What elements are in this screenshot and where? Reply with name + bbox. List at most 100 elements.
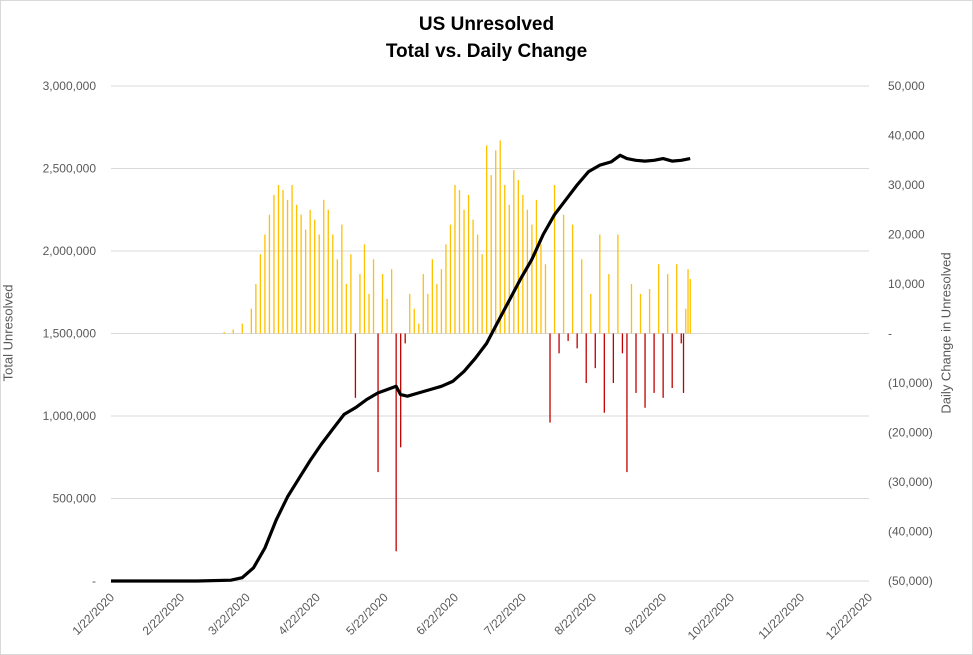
y-tick-label-right: 50,000 [888, 79, 925, 93]
bar [490, 175, 492, 334]
bar [486, 145, 488, 334]
bar [522, 194, 524, 334]
bar [657, 264, 660, 334]
bar [662, 333, 664, 398]
bar [440, 269, 443, 334]
bar [449, 224, 452, 334]
bar [676, 264, 678, 334]
bar [255, 284, 257, 334]
bar [517, 180, 519, 334]
y-tick-label-right: (50,000) [888, 574, 933, 588]
bar [495, 150, 497, 334]
y-tick-label-left: 500,000 [53, 492, 97, 506]
bar [472, 219, 474, 334]
x-tick-label: 11/22/2020 [756, 590, 808, 642]
bar [639, 293, 642, 334]
bar [413, 308, 415, 334]
bar [481, 254, 483, 334]
y-tick-label-right: 40,000 [888, 129, 925, 143]
bar [476, 234, 479, 334]
bar [264, 234, 266, 334]
bar [621, 333, 624, 354]
bar [682, 333, 685, 393]
bar [390, 269, 393, 334]
bar [336, 259, 338, 334]
bar [454, 185, 456, 334]
bar [309, 209, 311, 334]
y-tick-label-left: 3,000,000 [43, 79, 97, 93]
bar [341, 224, 343, 334]
bar [553, 185, 556, 334]
bar [345, 284, 348, 334]
bar [648, 288, 651, 334]
bar [332, 234, 334, 334]
bar [513, 170, 515, 334]
chart-subtitle: Total vs. Daily Change [385, 41, 588, 62]
bar [422, 274, 424, 334]
bar [223, 332, 225, 334]
bar [508, 204, 510, 334]
bar [395, 333, 397, 552]
chart-title: US Unresolved [418, 14, 555, 35]
bar [558, 333, 560, 354]
bar [359, 274, 361, 334]
bar [653, 333, 655, 393]
bar [617, 234, 619, 334]
bar [567, 333, 569, 341]
bar [323, 199, 325, 334]
bar [418, 323, 420, 334]
bar [458, 189, 461, 334]
x-tick-label: 4/22/2020 [275, 590, 323, 638]
y-tick-label-left: 2,500,000 [43, 162, 97, 176]
bar [354, 333, 357, 398]
y-tick-label-right: 30,000 [888, 178, 925, 192]
bar [608, 274, 610, 334]
x-tick-label: 3/22/2020 [205, 590, 253, 638]
x-tick-label: 2/22/2020 [140, 590, 188, 638]
y-tick-label-right: (20,000) [888, 426, 933, 440]
bar [404, 333, 406, 344]
bar [689, 279, 691, 334]
bar [499, 140, 501, 334]
bar [363, 244, 366, 334]
bar [291, 185, 293, 334]
bar [377, 333, 379, 473]
bar [445, 244, 447, 334]
bar [576, 333, 578, 349]
bar [562, 214, 565, 334]
bar [544, 264, 547, 334]
bar [431, 259, 434, 334]
x-tick-label: 1/22/2020 [69, 590, 117, 638]
y-tick-label-right: (30,000) [888, 475, 933, 489]
bar [599, 234, 601, 334]
bar [400, 333, 402, 448]
bar [327, 209, 329, 334]
bar [277, 185, 280, 334]
y-tick-label-left: 1,500,000 [43, 327, 97, 341]
bar [504, 185, 506, 334]
y-tick-label-right: (40,000) [888, 525, 933, 539]
y-tick-label-right: (10,000) [888, 376, 933, 390]
bar [300, 214, 302, 334]
bar [635, 333, 637, 393]
total-unresolved-line [111, 153, 691, 583]
bar [594, 333, 596, 369]
bar [268, 214, 271, 334]
bar [531, 224, 533, 334]
bar [571, 224, 574, 334]
bar [680, 333, 682, 344]
bar [581, 259, 583, 334]
y-tick-label-right: 10,000 [888, 277, 925, 291]
bar [549, 333, 551, 423]
bar [409, 293, 411, 334]
bar [585, 333, 587, 383]
bar [304, 229, 307, 334]
bar [241, 323, 243, 334]
bar [286, 199, 289, 334]
bar [612, 333, 615, 383]
y-tick-label-left: - [92, 574, 96, 588]
bar [259, 254, 262, 334]
y-tick-label-right: - [888, 327, 892, 341]
bar [526, 209, 529, 334]
